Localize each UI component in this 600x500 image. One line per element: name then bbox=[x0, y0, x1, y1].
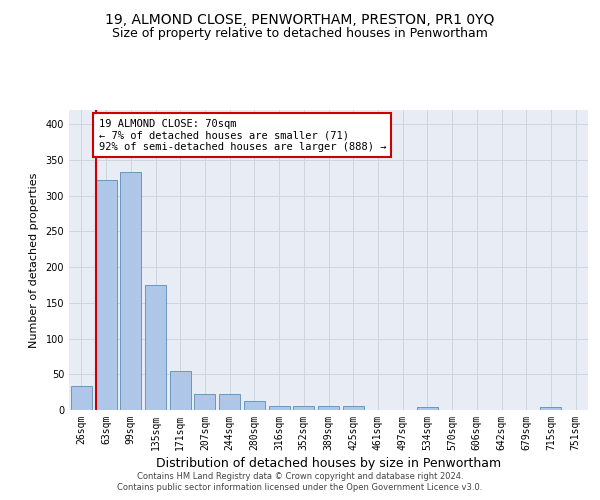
Bar bbox=[71, 386, 92, 410]
Bar bbox=[219, 394, 240, 410]
X-axis label: Distribution of detached houses by size in Penwortham: Distribution of detached houses by size … bbox=[156, 457, 501, 470]
Text: 19, ALMOND CLOSE, PENWORTHAM, PRESTON, PR1 0YQ: 19, ALMOND CLOSE, PENWORTHAM, PRESTON, P… bbox=[106, 12, 494, 26]
Bar bbox=[417, 407, 438, 410]
Bar bbox=[541, 407, 562, 410]
Bar bbox=[293, 406, 314, 410]
Y-axis label: Number of detached properties: Number of detached properties bbox=[29, 172, 38, 348]
Text: Contains HM Land Registry data © Crown copyright and database right 2024.: Contains HM Land Registry data © Crown c… bbox=[137, 472, 463, 481]
Bar bbox=[120, 172, 141, 410]
Text: Size of property relative to detached houses in Penwortham: Size of property relative to detached ho… bbox=[112, 28, 488, 40]
Bar bbox=[269, 406, 290, 410]
Text: 19 ALMOND CLOSE: 70sqm
← 7% of detached houses are smaller (71)
92% of semi-deta: 19 ALMOND CLOSE: 70sqm ← 7% of detached … bbox=[98, 118, 386, 152]
Bar bbox=[95, 180, 116, 410]
Bar bbox=[145, 285, 166, 410]
Bar bbox=[318, 406, 339, 410]
Bar bbox=[194, 394, 215, 410]
Bar bbox=[170, 370, 191, 410]
Bar bbox=[244, 400, 265, 410]
Bar bbox=[343, 406, 364, 410]
Text: Contains public sector information licensed under the Open Government Licence v3: Contains public sector information licen… bbox=[118, 484, 482, 492]
